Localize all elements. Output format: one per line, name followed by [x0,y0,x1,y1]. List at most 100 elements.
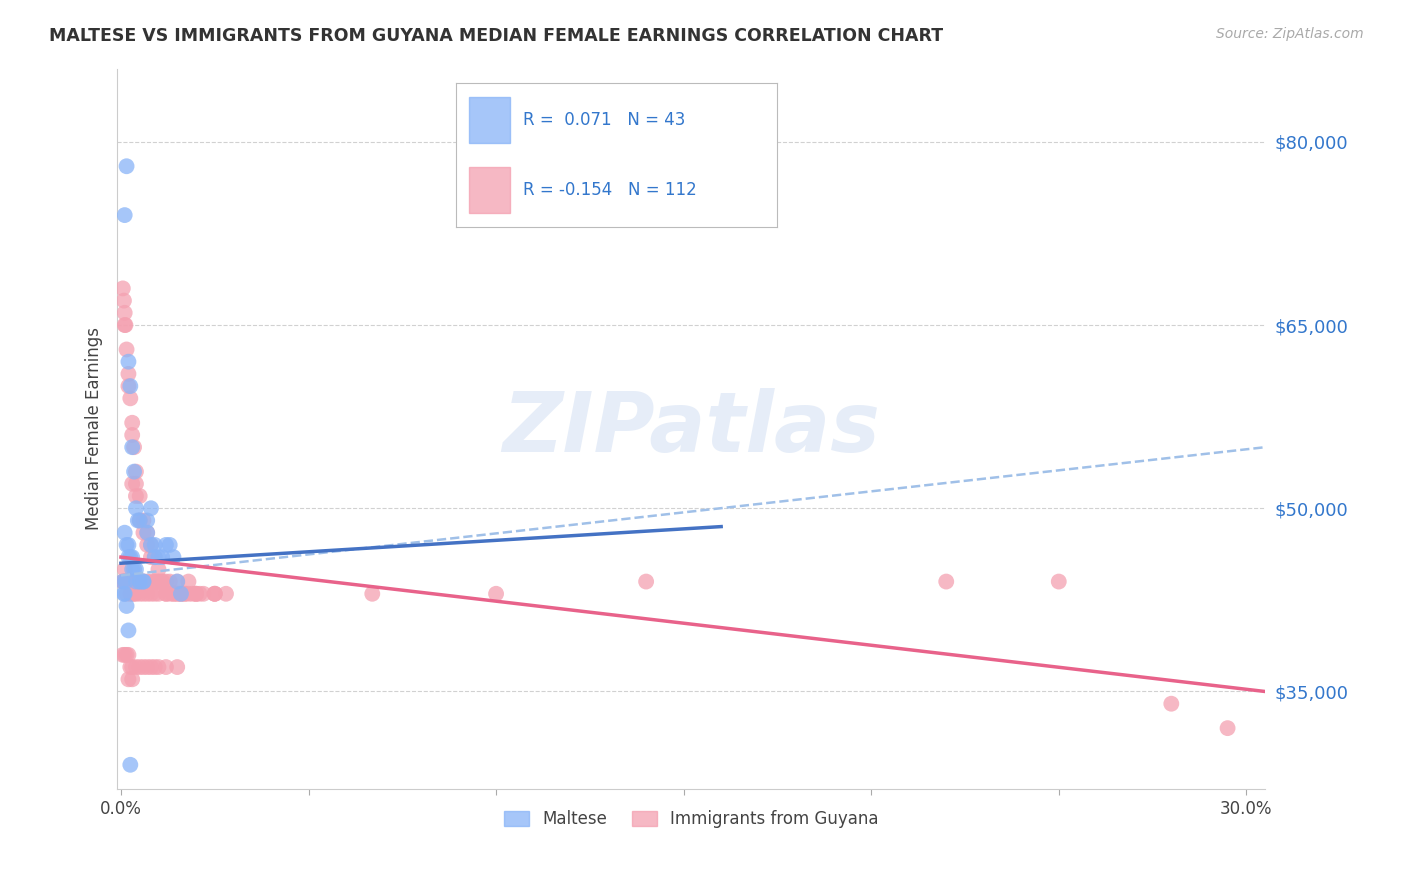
Point [148,660,170,674]
Point [111,574,134,589]
Point [162,587,184,601]
Point [114,587,136,601]
Point [136,525,159,540]
Point [162,587,184,601]
Point [117,624,139,638]
Point [181,587,204,601]
Point [121,574,143,589]
Point [114,306,136,320]
Point [143,538,166,552]
Point [125,465,148,479]
Point [148,574,170,589]
Point [115,599,138,613]
Point [136,574,159,589]
Point [115,587,138,601]
Point [115,538,138,552]
Point [117,354,139,368]
Point [114,525,136,540]
Point [111,648,134,662]
Point [139,587,162,601]
Point [159,587,181,601]
Point [121,428,143,442]
Point [139,574,162,589]
Point [128,574,150,589]
Point [132,574,155,589]
Point [125,562,148,576]
Point [128,574,150,589]
Text: MALTESE VS IMMIGRANTS FROM GUYANA MEDIAN FEMALE EARNINGS CORRELATION CHART: MALTESE VS IMMIGRANTS FROM GUYANA MEDIAN… [49,27,943,45]
Point [117,673,139,687]
Point [122,440,145,454]
Point [132,660,155,674]
Point [114,562,136,576]
Point [136,538,159,552]
Point [166,574,188,589]
Point [150,574,173,589]
Point [173,587,195,601]
Point [120,587,142,601]
Point [114,318,136,332]
Point [121,574,143,589]
Point [215,587,238,601]
Point [166,587,188,601]
Point [143,574,166,589]
Point [204,587,226,601]
Point [121,587,143,601]
Point [177,587,200,601]
Point [204,587,226,601]
Point [121,550,143,565]
Point [114,574,136,589]
Point [125,501,148,516]
Point [117,379,139,393]
Point [132,514,155,528]
Point [122,465,145,479]
Point [122,562,145,576]
Point [132,574,155,589]
Point [188,587,211,601]
Point [132,587,155,601]
Point [115,343,138,357]
Point [136,587,159,601]
Point [143,660,166,674]
Point [148,574,170,589]
Point [139,538,162,552]
Text: ZIPatlas: ZIPatlas [502,388,880,469]
Point [132,574,155,589]
Point [125,574,148,589]
Point [117,574,139,589]
Point [143,550,166,565]
Point [136,660,159,674]
Point [170,587,193,601]
Point [143,550,166,565]
Point [127,574,149,589]
Point [114,574,136,589]
Point [120,757,142,772]
Point [159,574,181,589]
Point [111,574,134,589]
Point [166,660,188,674]
Point [120,379,142,393]
Point [193,587,215,601]
Point [1047,574,1070,589]
Point [935,574,957,589]
Point [1216,721,1239,735]
Point [148,587,170,601]
Point [136,525,159,540]
Point [115,159,138,173]
Point [120,574,142,589]
Point [139,550,162,565]
Point [128,574,150,589]
Point [155,538,177,552]
Point [155,574,177,589]
Point [120,392,142,406]
Point [114,208,136,222]
Point [127,514,149,528]
Point [122,587,145,601]
Point [155,660,177,674]
Point [114,318,136,332]
Point [204,587,226,601]
Point [139,538,162,552]
Point [114,648,136,662]
Point [170,587,193,601]
Point [120,550,142,565]
